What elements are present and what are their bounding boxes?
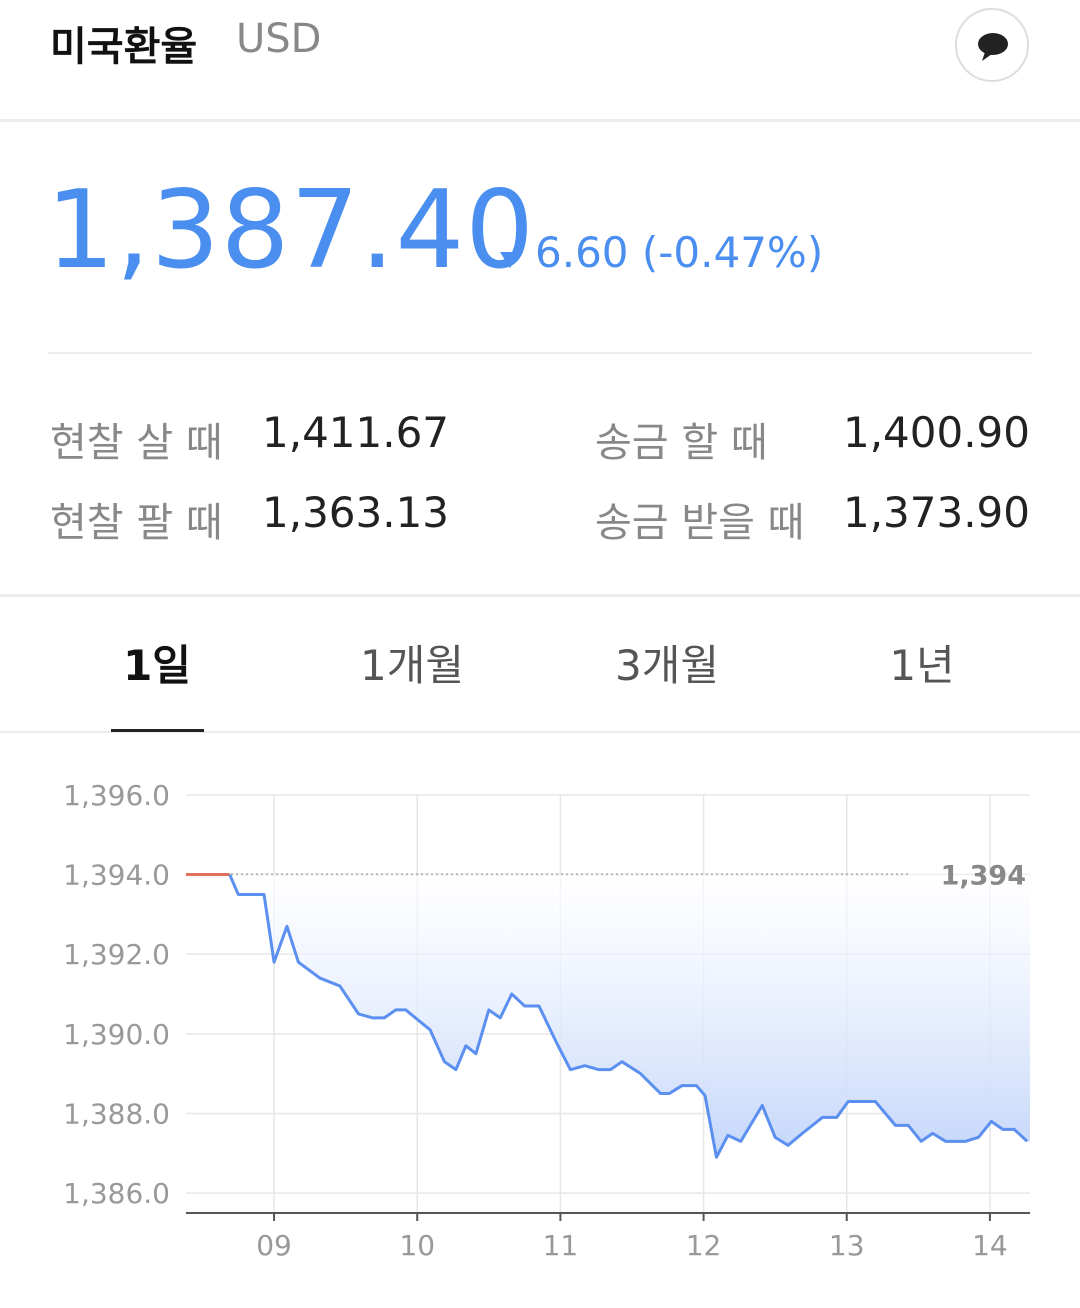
down-arrow (500, 252, 520, 268)
tab-indicator (111, 729, 204, 732)
tab[interactable]: 1개월 (359, 641, 465, 690)
title: 미국환율 (50, 24, 198, 70)
x-tick-label: 13 (829, 1229, 865, 1262)
divider (0, 731, 1080, 733)
line (228, 873, 1029, 1159)
y-tick-label: 1,394.0 (63, 859, 170, 892)
chart: 1,386.0 1,388.0 1,390.0 1,392.0 1,394.0 1,396… (63, 779, 1031, 1262)
x-tick-label: 11 (543, 1229, 579, 1262)
rate-label: 현찰 살 때 (50, 420, 223, 466)
rate-value: 1,373.90 (842, 488, 1030, 537)
reference-label: 1,394 (941, 861, 1026, 892)
comment-button[interactable] (955, 8, 1029, 82)
x-tick-label: 14 (972, 1229, 1008, 1262)
x-tick-label: 10 (399, 1229, 435, 1262)
tab[interactable]: 3개월 (614, 641, 720, 690)
rate-label: 송금 할 때 (595, 420, 768, 466)
divider (48, 352, 1032, 354)
rate-label: 송금 받을 때 (595, 500, 805, 546)
x-tick-label: 12 (686, 1229, 722, 1262)
divider (0, 594, 1080, 597)
price: 1,387.40 (46, 168, 535, 293)
comment-icon (978, 33, 1008, 61)
area (229, 874, 1031, 1158)
divider (0, 119, 1080, 122)
rate-value: 1,400.90 (842, 408, 1030, 457)
tab[interactable]: 1일 (123, 641, 191, 690)
tab[interactable]: 1년 (889, 641, 955, 690)
x-tick-label: 09 (256, 1229, 292, 1262)
y-tick-label: 1,390.0 (63, 1018, 170, 1051)
rate-label: 현찰 팔 때 (50, 500, 223, 546)
y-tick-label: 1,392.0 (63, 938, 170, 971)
y-tick-label: 1,388.0 (63, 1097, 170, 1130)
y-tick-label: 1,396.0 (63, 779, 170, 812)
rate-value: 1,363.13 (262, 488, 450, 537)
y-tick-label: 1,386.0 (63, 1177, 170, 1210)
currency: USD (236, 16, 322, 62)
price-change: 6.60 (-0.47%) (535, 228, 824, 277)
rate-value: 1,411.67 (262, 408, 450, 457)
